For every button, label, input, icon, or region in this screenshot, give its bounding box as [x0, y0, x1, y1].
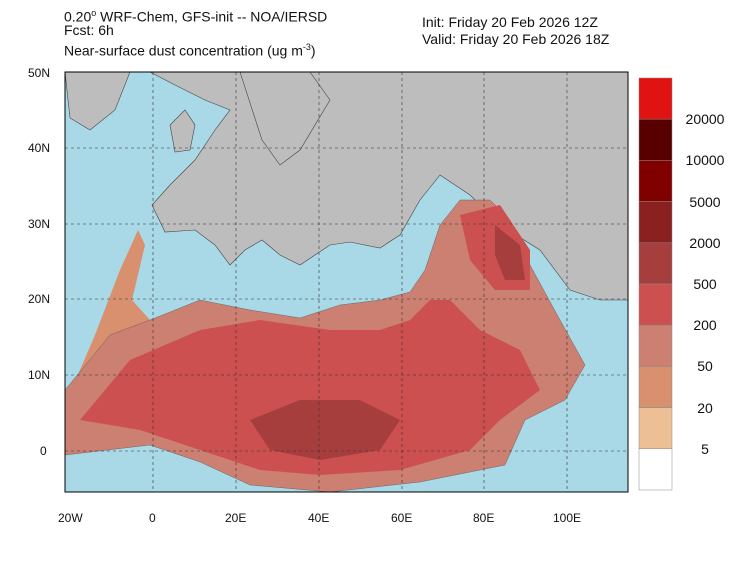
variable-title: Near-surface dust concentration (ug m-3)	[64, 42, 316, 59]
lon-label: 0	[149, 511, 156, 525]
lon-label: 80E	[473, 511, 495, 525]
colorbar-label: 2000	[689, 234, 721, 251]
lon-label: 40E	[308, 511, 330, 525]
lat-label: 10N	[28, 368, 51, 382]
colorbar-label: 200	[693, 317, 717, 334]
valid-time: Valid: Friday 20 Feb 2026 18Z	[422, 31, 610, 47]
colorbar-label: 500	[693, 276, 717, 292]
lon-label: 100E	[553, 511, 582, 525]
model-title: 0.20o WRF-Chem, GFS-init -- NOA/IERSD	[64, 8, 328, 25]
land-uk	[169, 109, 196, 153]
lat-label: 0	[40, 444, 47, 458]
lon-label: 20E	[225, 511, 247, 525]
dust-caspian-core	[495, 225, 525, 280]
colorbar-label: 5000	[689, 193, 721, 210]
graticule	[65, 72, 628, 492]
lon-label: 20W	[58, 511, 83, 525]
colorbar-bin	[638, 201, 673, 244]
colorbar-label: 10000	[685, 152, 725, 169]
colorbar-bin	[638, 77, 673, 120]
colorbar-bin	[638, 324, 673, 367]
lat-label: 40N	[28, 141, 51, 155]
colorbar-bin	[638, 448, 673, 491]
land-scandinavia	[239, 72, 331, 166]
colorbar-label: 20000	[685, 111, 725, 128]
lat-label: 20N	[28, 292, 51, 306]
colorbar-bin	[638, 242, 673, 285]
colorbar	[638, 77, 673, 491]
land-greenland	[65, 72, 131, 131]
lon-label: 60E	[391, 511, 413, 525]
dust-core-500	[250, 400, 400, 460]
colorbar-bin	[638, 160, 673, 202]
init-time: Init: Friday 20 Feb 2026 12Z	[422, 14, 598, 30]
dust-core-200	[80, 300, 540, 475]
lat-label: 30N	[28, 217, 51, 231]
forecast-hour: Fcst: 6h	[64, 22, 114, 38]
colorbar-bin	[638, 366, 673, 408]
colorbar-bin	[638, 407, 673, 450]
colorbar-label: 20	[697, 399, 713, 416]
colorbar-bin	[638, 118, 673, 161]
colorbar-bin	[638, 283, 673, 326]
colorbar-label: 50	[697, 358, 713, 375]
map-frame	[64, 71, 629, 493]
colorbar-label: 5	[701, 440, 709, 457]
lat-label: 50N	[28, 66, 51, 80]
